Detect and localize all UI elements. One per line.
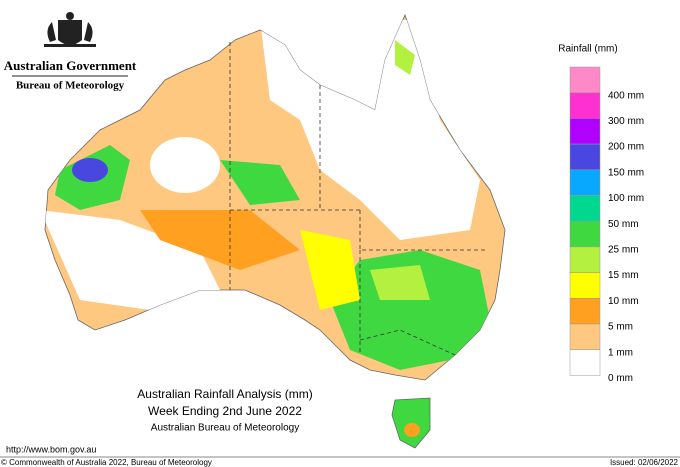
legend-label: 300 mm [608, 116, 644, 127]
legend-swatch [569, 169, 601, 196]
legend-swatch [569, 272, 601, 299]
legend-title: Rainfall (mm) [558, 44, 617, 55]
legend-swatch [569, 118, 601, 145]
legend-label: 0 mm [608, 373, 633, 384]
legend: 400 mm 300 mm 200 mm 150 mm 100 mm 50 mm 25 mm… [569, 66, 644, 384]
legend-swatch [569, 220, 601, 248]
government-name: Australian Government [4, 58, 137, 73]
legend-label: 10 mm [608, 296, 639, 307]
legend-label: 15 mm [608, 270, 639, 281]
legend-swatch [569, 246, 601, 273]
legend-label: 100 mm [608, 193, 644, 204]
map-source: Australian Bureau of Meteorology [151, 423, 299, 434]
copyright: © Commonwealth of Australia 2022, Bureau… [1, 458, 212, 467]
coat-of-arms [44, 12, 96, 47]
legend-label: 200 mm [608, 142, 644, 153]
legend-label: 1 mm [608, 347, 633, 358]
agency-name: Bureau of Meteorology [16, 80, 125, 92]
legend-label: 400 mm [608, 90, 644, 101]
map-subtitle: Week Ending 2nd June 2022 [148, 404, 302, 418]
legend-swatch [569, 92, 601, 119]
legend-swatch [569, 349, 601, 376]
legend-swatch [569, 298, 601, 325]
legend-swatch [569, 323, 601, 350]
legend-swatch [569, 66, 601, 93]
legend-label: 5 mm [608, 322, 633, 333]
legend-label: 25 mm [608, 245, 639, 256]
legend-swatch [569, 143, 601, 171]
legend-swatch [569, 195, 601, 222]
legend-label: 150 mm [608, 167, 644, 178]
url: http://www.bom.gov.au [6, 444, 96, 454]
legend-label: 50 mm [608, 219, 639, 230]
map-title: Australian Rainfall Analysis (mm) [137, 387, 312, 401]
issued-date: Issued: 02/06/2022 [610, 458, 679, 467]
